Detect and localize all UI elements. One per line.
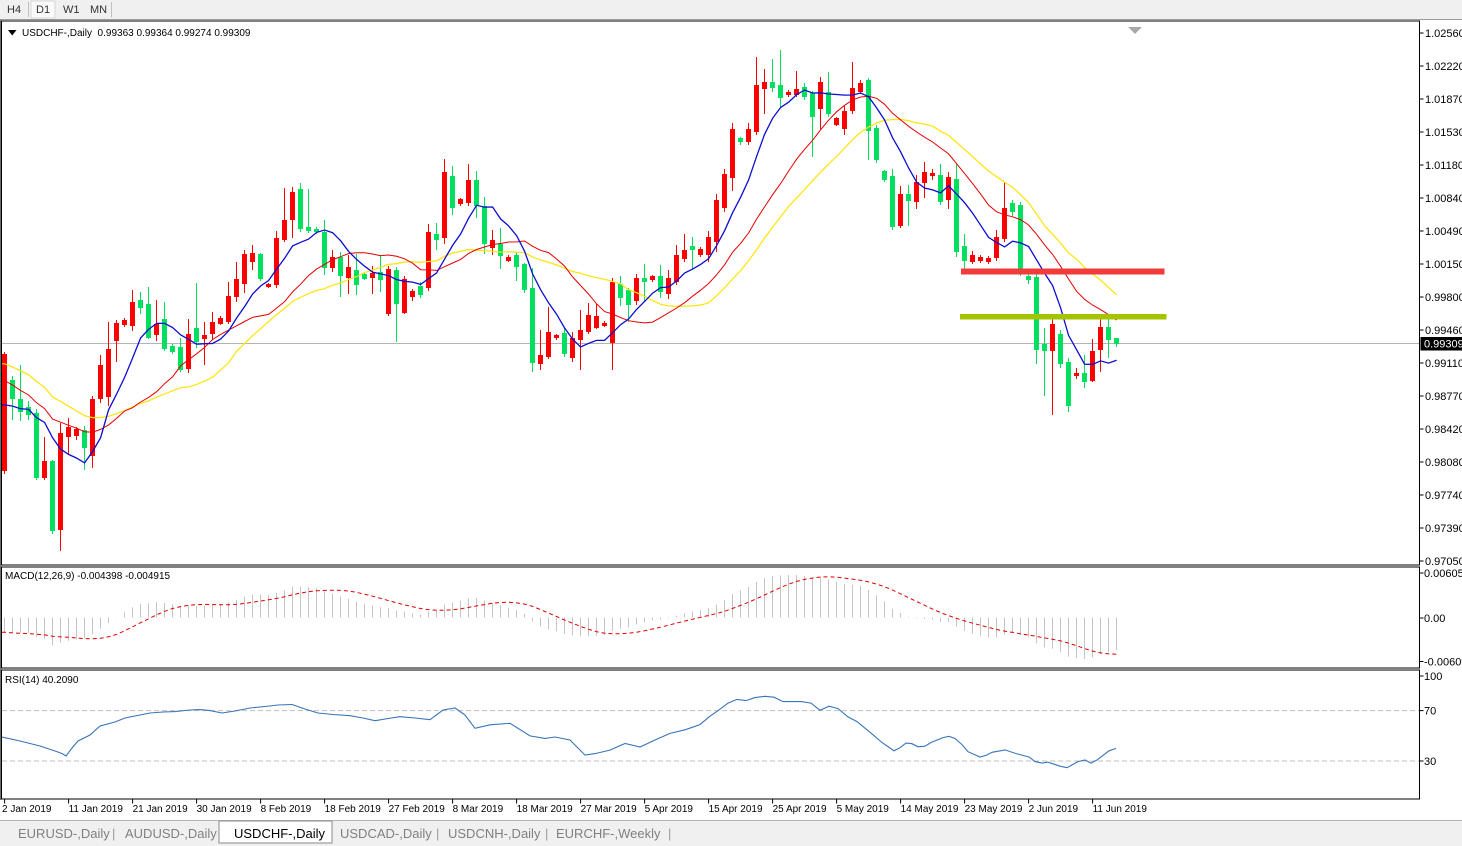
svg-text:0.98420: 0.98420 — [1425, 424, 1462, 436]
svg-text:MN: MN — [90, 4, 107, 16]
svg-text:14 May 2019: 14 May 2019 — [901, 804, 959, 815]
svg-text:USDCAD-,Daily: USDCAD-,Daily — [340, 826, 432, 841]
svg-text:|: | — [668, 826, 671, 841]
svg-text:H4: H4 — [7, 4, 21, 16]
svg-text:|: | — [545, 826, 548, 841]
svg-text:0.98080: 0.98080 — [1425, 457, 1462, 469]
svg-text:2 Jan 2019: 2 Jan 2019 — [2, 804, 52, 815]
svg-text:18 Mar 2019: 18 Mar 2019 — [517, 804, 574, 815]
svg-text:0.99110: 0.99110 — [1425, 358, 1462, 370]
svg-text:USDCNH-,Daily: USDCNH-,Daily — [448, 826, 541, 841]
svg-text:1.00840: 1.00840 — [1425, 193, 1462, 205]
svg-text:|: | — [112, 826, 115, 841]
svg-text:EURCHF-,Weekly: EURCHF-,Weekly — [556, 826, 661, 841]
svg-text:1.01180: 1.01180 — [1425, 160, 1462, 172]
svg-text:0.99800: 0.99800 — [1425, 292, 1462, 304]
svg-text:11 Jan 2019: 11 Jan 2019 — [69, 804, 124, 815]
svg-text:USDCHF-,Daily 0.99363 0.99364: USDCHF-,Daily 0.99363 0.99364 0.99274 0.… — [22, 28, 251, 39]
svg-text:8 Mar 2019: 8 Mar 2019 — [453, 804, 504, 815]
svg-text:30 Jan 2019: 30 Jan 2019 — [197, 804, 252, 815]
svg-text:0.97740: 0.97740 — [1425, 490, 1462, 502]
svg-text:27 Mar 2019: 27 Mar 2019 — [581, 804, 638, 815]
svg-text:25 Apr 2019: 25 Apr 2019 — [773, 804, 827, 815]
svg-text:0.99460: 0.99460 — [1425, 325, 1462, 337]
svg-text:70: 70 — [1424, 706, 1436, 718]
svg-text:0.00: 0.00 — [1424, 613, 1445, 625]
svg-text:5 Apr 2019: 5 Apr 2019 — [645, 804, 694, 815]
svg-text:18 Feb 2019: 18 Feb 2019 — [325, 804, 382, 815]
svg-text:RSI(14) 40.2090: RSI(14) 40.2090 — [5, 675, 79, 686]
svg-text:21 Jan 2019: 21 Jan 2019 — [133, 804, 188, 815]
svg-text:11 Jun 2019: 11 Jun 2019 — [1093, 804, 1148, 815]
svg-text:0.97050: 0.97050 — [1425, 556, 1462, 568]
svg-text:0.006058: 0.006058 — [1424, 568, 1462, 580]
svg-text:W1: W1 — [63, 4, 80, 16]
svg-text:15 Apr 2019: 15 Apr 2019 — [709, 804, 763, 815]
svg-text:0.97390: 0.97390 — [1425, 523, 1462, 535]
svg-text:USDCHF-,Daily: USDCHF-,Daily — [234, 826, 326, 841]
svg-text:D1: D1 — [36, 4, 50, 16]
svg-text:1.00490: 1.00490 — [1425, 226, 1462, 238]
svg-text:AUDUSD-,Daily: AUDUSD-,Daily — [125, 826, 217, 841]
svg-text:1.00150: 1.00150 — [1425, 259, 1462, 271]
svg-text:1.01870: 1.01870 — [1425, 94, 1462, 106]
svg-text:5 May 2019: 5 May 2019 — [837, 804, 890, 815]
svg-text:2 Jun 2019: 2 Jun 2019 — [1029, 804, 1079, 815]
svg-text:EURUSD-,Daily: EURUSD-,Daily — [18, 826, 110, 841]
svg-text:30: 30 — [1424, 756, 1436, 768]
svg-text:1.01530: 1.01530 — [1425, 127, 1462, 139]
svg-text:100: 100 — [1424, 671, 1442, 683]
svg-text:|: | — [436, 826, 439, 841]
svg-text:23 May 2019: 23 May 2019 — [965, 804, 1023, 815]
svg-text:0.99309: 0.99309 — [1424, 339, 1462, 351]
svg-text:27 Feb 2019: 27 Feb 2019 — [389, 804, 446, 815]
svg-text:MACD(12,26,9) -0.004398 -0.004: MACD(12,26,9) -0.004398 -0.004915 — [5, 571, 171, 582]
svg-text:1.02220: 1.02220 — [1425, 61, 1462, 73]
svg-text:1.02560: 1.02560 — [1425, 28, 1462, 40]
svg-text:8 Feb 2019: 8 Feb 2019 — [261, 804, 312, 815]
svg-text:0.98770: 0.98770 — [1425, 391, 1462, 403]
svg-text:-0.006096: -0.006096 — [1424, 657, 1462, 669]
